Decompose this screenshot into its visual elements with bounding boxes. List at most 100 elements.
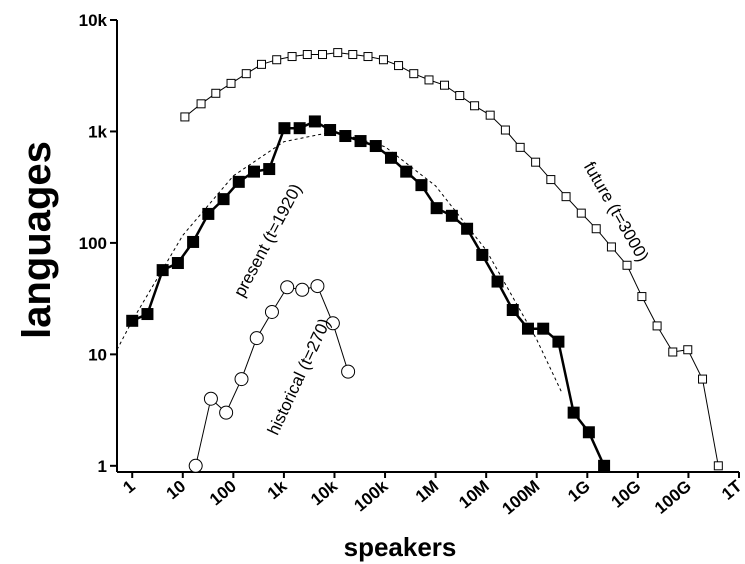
y-tick-label: 1k (88, 122, 107, 141)
marker (308, 115, 321, 128)
x-tick-label: 100k (350, 476, 392, 515)
marker (384, 151, 397, 164)
marker (445, 209, 458, 222)
annotation: future (t=3000) (580, 158, 652, 264)
marker (295, 282, 310, 297)
marker (217, 193, 230, 206)
marker (485, 110, 495, 120)
marker (196, 99, 206, 109)
marker (272, 55, 282, 65)
marker (226, 78, 236, 88)
marker (354, 135, 367, 148)
marker (293, 122, 306, 135)
x-tick-label: 10M (455, 477, 493, 513)
marker (264, 304, 279, 319)
marker (500, 125, 510, 135)
marker (440, 80, 450, 90)
marker (698, 374, 708, 384)
marker (683, 345, 693, 355)
marker (652, 321, 662, 331)
x-axis-label: speakers (344, 532, 457, 562)
annotation: historical (t=270) (264, 316, 335, 438)
marker (521, 322, 534, 335)
marker (263, 163, 276, 176)
marker (302, 50, 312, 60)
marker (515, 142, 525, 152)
marker (394, 61, 404, 71)
marker (249, 331, 264, 346)
y-axis-label: languages (15, 141, 59, 339)
marker (506, 304, 519, 317)
x-tick-label: 10G (608, 477, 645, 512)
marker (606, 242, 616, 252)
marker (341, 364, 356, 379)
marker (141, 308, 154, 321)
marker (591, 224, 601, 234)
marker (324, 124, 337, 137)
x-tick-label: 1G (564, 477, 594, 506)
marker (203, 391, 218, 406)
marker (424, 75, 434, 85)
series-line (116, 130, 563, 394)
marker (211, 88, 221, 98)
marker (280, 280, 295, 295)
marker (567, 406, 580, 419)
marker (180, 112, 190, 122)
marker (409, 69, 419, 79)
marker (310, 279, 325, 294)
y-tick-label: 10 (88, 345, 107, 364)
marker (637, 292, 647, 302)
marker (378, 55, 388, 65)
marker (232, 175, 245, 188)
x-tick-label: 100M (499, 477, 544, 519)
marker (348, 50, 358, 60)
x-tick-label: 1M (412, 477, 442, 507)
x-tick-label: 1 (119, 477, 138, 498)
series-line (131, 120, 606, 467)
marker (546, 175, 556, 185)
marker (187, 235, 200, 248)
marker (400, 165, 413, 178)
marker (537, 322, 550, 335)
marker (470, 101, 480, 111)
x-tick-label: 10k (307, 476, 341, 509)
y-tick-label: 100 (79, 234, 107, 253)
marker (369, 140, 382, 153)
marker (339, 130, 352, 143)
marker (576, 208, 586, 218)
annotation: present (t=1920) (230, 181, 306, 300)
marker (202, 207, 215, 220)
marker (713, 461, 723, 471)
marker (561, 192, 571, 202)
marker (278, 122, 291, 135)
marker (318, 50, 328, 60)
marker (455, 91, 465, 101)
marker (333, 48, 343, 58)
x-tick-label: 100G (651, 477, 695, 518)
marker (461, 222, 474, 235)
marker (531, 157, 541, 167)
marker (256, 59, 266, 69)
marker (582, 426, 595, 439)
y-tick-label: 1 (98, 457, 107, 476)
x-tick-label: 100 (206, 477, 240, 510)
marker (241, 69, 251, 79)
x-tick-label: 1T (718, 476, 745, 504)
x-tick-label: 10 (163, 477, 190, 504)
marker (622, 260, 632, 270)
marker (430, 202, 443, 215)
marker (491, 275, 504, 288)
marker (234, 372, 249, 387)
marker (219, 405, 234, 420)
marker (188, 458, 203, 473)
marker (171, 257, 184, 270)
marker (598, 459, 611, 472)
marker (668, 347, 678, 357)
marker (287, 52, 297, 62)
marker (476, 248, 489, 261)
x-tick-label: 1k (264, 476, 291, 503)
marker (552, 335, 565, 348)
marker (363, 52, 373, 62)
marker (247, 165, 260, 178)
